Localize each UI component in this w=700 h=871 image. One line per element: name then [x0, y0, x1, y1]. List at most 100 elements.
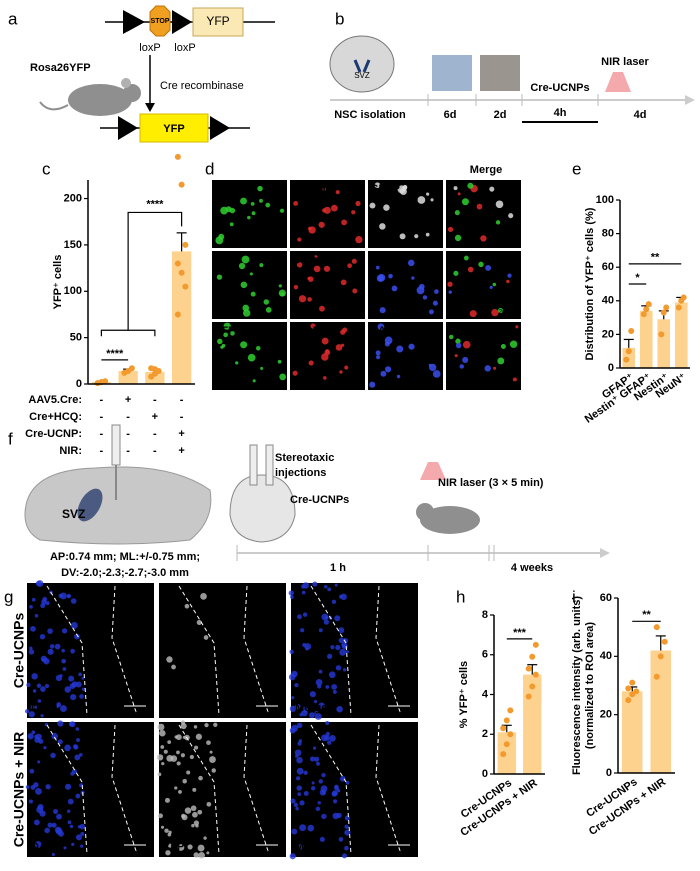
- nucleus: [329, 734, 336, 742]
- cell: [296, 262, 303, 268]
- cell: [240, 281, 248, 289]
- nucleus: [66, 594, 71, 599]
- cell: [418, 283, 425, 290]
- panel-label: i: [572, 587, 576, 606]
- cell: [335, 344, 343, 351]
- nucleus: [63, 846, 67, 850]
- nucleus: [27, 733, 34, 740]
- scale-label: 50 μm: [393, 709, 405, 714]
- y-tick-label: 80: [602, 228, 614, 240]
- nucleus: [345, 650, 349, 654]
- cell: [489, 285, 493, 290]
- y-tick-label: 0: [608, 362, 614, 374]
- data-point: [525, 665, 532, 672]
- nucleus: [198, 851, 205, 859]
- nucleus: [334, 784, 339, 790]
- channel-label: Nestin: [292, 254, 326, 266]
- cell: [217, 338, 223, 345]
- bar: [523, 674, 542, 774]
- nucleus: [74, 633, 80, 640]
- cell: [292, 370, 298, 376]
- cell: [238, 262, 246, 270]
- nucleus: [29, 646, 33, 650]
- label: loxP: [139, 42, 160, 54]
- nucleus: [30, 705, 35, 709]
- y-tick-label: 60: [600, 592, 612, 604]
- micrograph: [291, 722, 418, 857]
- nucleus: [157, 772, 162, 777]
- nucleus: [69, 824, 74, 829]
- nucleus: [70, 693, 77, 701]
- nucleus: [184, 603, 190, 609]
- y-axis-label: (normalized to ROI area): [584, 622, 596, 749]
- cell: [430, 198, 434, 202]
- label: 4 weeks: [511, 562, 553, 574]
- cell: [340, 343, 345, 347]
- nucleus: [209, 750, 213, 754]
- label: 4d: [634, 109, 647, 121]
- nucleus: [318, 669, 323, 674]
- cell: [491, 308, 499, 317]
- nucleus: [203, 836, 207, 840]
- nucleus: [302, 612, 308, 617]
- nucleus: [45, 784, 51, 790]
- panel-label: e: [572, 159, 581, 178]
- channel-label: Merge: [295, 841, 327, 853]
- nucleus: [68, 675, 75, 682]
- nucleus: [318, 702, 325, 709]
- nucleus: [315, 806, 321, 812]
- nucleus: [296, 722, 303, 729]
- data-point: [182, 283, 189, 290]
- cell: [453, 186, 458, 191]
- cell: [229, 222, 234, 227]
- scale-label: 20 μm: [498, 380, 518, 387]
- nucleus: [204, 723, 209, 728]
- scale-label: 50 μm: [261, 848, 273, 853]
- nucleus: [299, 824, 307, 832]
- roi-outline: [178, 585, 270, 716]
- nucleus: [324, 584, 328, 589]
- cell: [298, 295, 307, 303]
- cell: [230, 331, 235, 336]
- nucleus: [193, 852, 199, 858]
- cell: [399, 233, 406, 240]
- scale-label: 50 μm: [393, 848, 405, 853]
- condition-value: -: [153, 428, 157, 440]
- nucleus: [71, 768, 77, 774]
- bar: [650, 650, 672, 773]
- panel-label: b: [335, 9, 344, 28]
- cell: [223, 322, 231, 330]
- cell: [402, 185, 408, 191]
- cell: [247, 353, 256, 362]
- nucleus: [320, 785, 328, 793]
- nucleus: [302, 706, 309, 713]
- cell: [251, 211, 256, 216]
- nucleus: [57, 720, 64, 727]
- cell: [515, 325, 519, 329]
- nucleus: [78, 672, 82, 677]
- nucleus: [318, 779, 323, 784]
- nucleus: [338, 637, 345, 644]
- scale-label: 20 μm: [498, 238, 518, 245]
- data-point: [532, 671, 539, 678]
- nucleus: [59, 705, 67, 713]
- nucleus: [335, 644, 341, 651]
- nucleus: [178, 790, 182, 794]
- micrograph: [291, 583, 418, 718]
- cell: [249, 272, 253, 276]
- label: 2d: [494, 109, 507, 121]
- significance-label: *: [635, 272, 640, 284]
- nucleus: [167, 832, 172, 837]
- cell: [310, 323, 316, 329]
- nucleus: [61, 658, 67, 664]
- nucleus: [325, 685, 330, 689]
- roi-outline: [46, 724, 138, 855]
- label: NSC isolation: [334, 109, 406, 121]
- nucleus: [51, 822, 57, 828]
- cell: [313, 265, 321, 273]
- nucleus: [193, 725, 198, 729]
- scale-label: 20 μm: [498, 309, 518, 316]
- channel-label: NeuN: [292, 325, 321, 337]
- nucleus: [156, 754, 164, 761]
- cell: [355, 235, 363, 244]
